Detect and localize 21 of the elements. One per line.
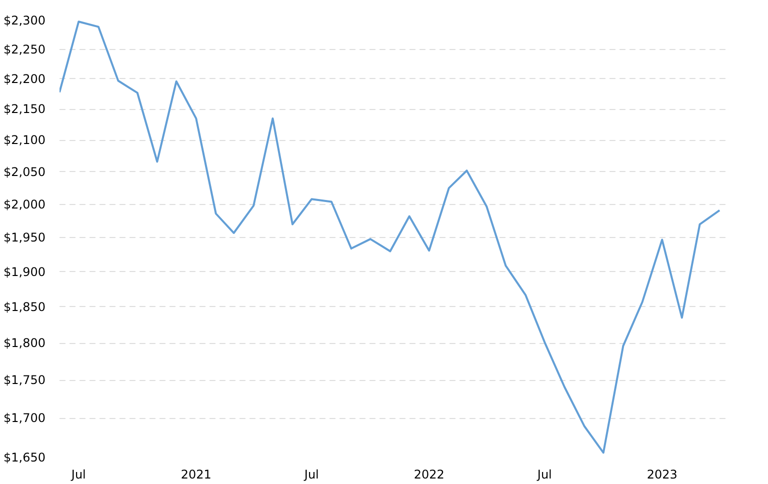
y-tick-label: $1,900 [4,264,46,279]
y-tick-label: $2,150 [4,102,46,116]
x-tick-label: 2022 [414,468,444,482]
y-tick-label: $1,800 [4,336,46,350]
x-tick-label: Jul [70,468,86,482]
y-tick-label: $2,050 [4,164,46,179]
y-tick-label: $2,000 [4,197,46,212]
y-tick-label: $1,650 [4,450,46,464]
y-tick-label: $1,700 [4,411,46,426]
x-tick-label: Jul [303,468,319,482]
y-tick-label: $1,850 [4,300,46,314]
line-series [60,20,721,454]
y-tick-label: $2,300 [4,14,46,28]
x-tick-label: 2023 [646,468,678,482]
y-tick-label: $1,950 [4,230,46,245]
x-tick-label: Jul [536,468,552,482]
y-tick-label: $2,200 [4,72,46,86]
y-tick-label: $1,750 [4,373,46,388]
x-tick-label: 2021 [180,468,212,482]
y-tick-label: $2,100 [4,133,46,148]
y-tick-label: $2,250 [4,42,46,56]
